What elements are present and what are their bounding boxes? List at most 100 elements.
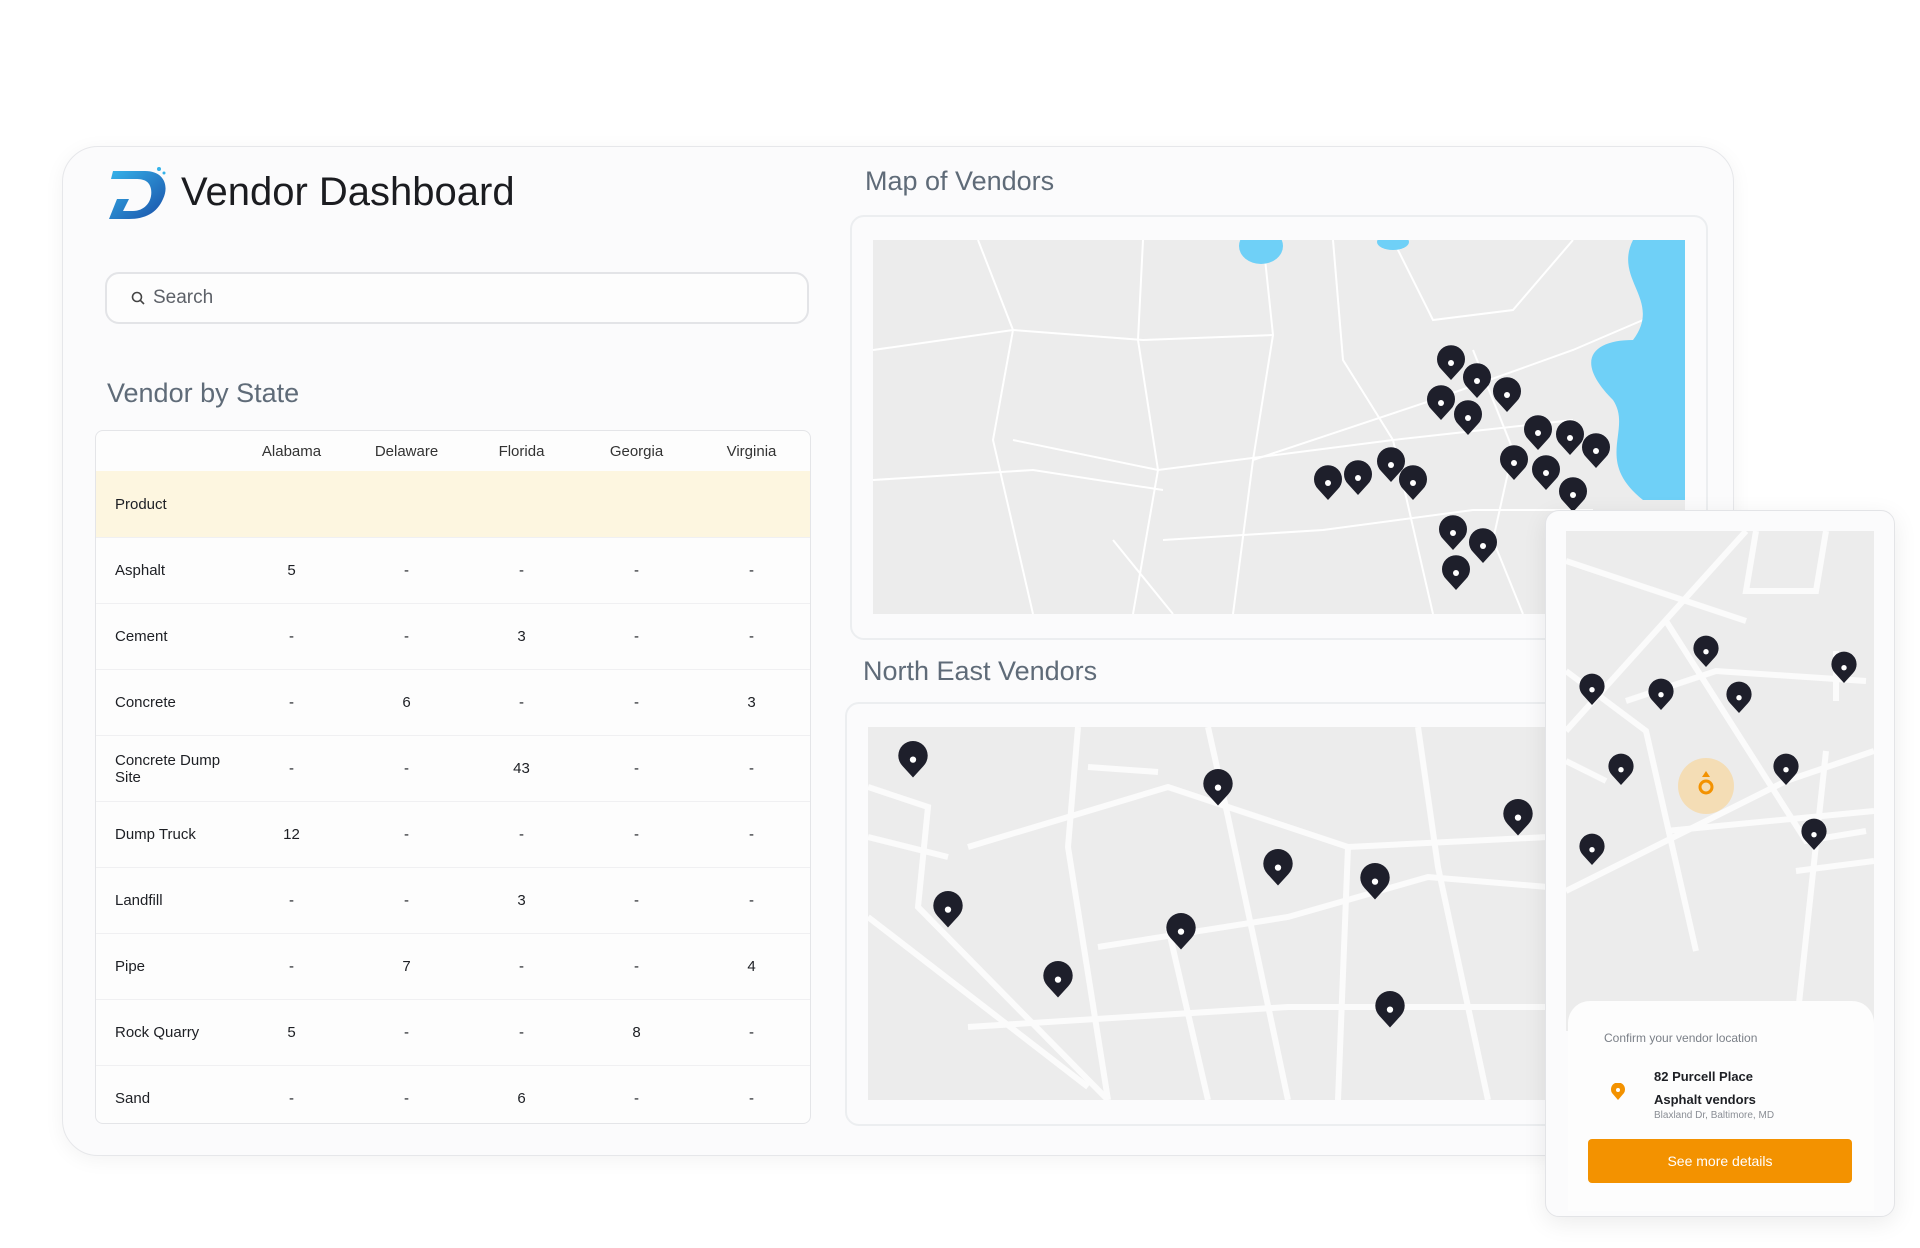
vendor-pin-icon[interactable] <box>1500 445 1528 480</box>
vendor-by-state-table: Alabama Delaware Florida Georgia Virgini… <box>95 430 811 1124</box>
product-label: Product <box>115 495 167 513</box>
vendor-count-cell: 12 <box>283 826 300 843</box>
vendor-pin-icon[interactable] <box>1831 651 1857 683</box>
vendor-count-cell: - <box>289 1090 294 1107</box>
vendor-pin-icon[interactable] <box>1454 400 1482 435</box>
column-header[interactable]: Georgia <box>609 442 664 460</box>
vendor-count-cell: - <box>404 1024 409 1041</box>
mobile-map-canvas <box>1566 531 1874 1031</box>
column-header[interactable]: Alabama <box>261 442 322 460</box>
vendor-count-cell: - <box>404 562 409 579</box>
vendor-count-cell: - <box>634 892 639 909</box>
table-row: Dump Truck 12 - - - - <box>96 802 810 868</box>
search-input[interactable] <box>153 287 398 309</box>
table-row: Sand - - 6 - - <box>96 1066 810 1123</box>
vendor-count-cell: - <box>634 1090 639 1107</box>
column-header[interactable]: Delaware <box>374 442 439 460</box>
vendor-count-cell: - <box>404 1090 409 1107</box>
vendor-pin-icon[interactable] <box>1559 477 1587 512</box>
table-row: Landfill - - 3 - - <box>96 868 810 934</box>
north-east-vendors-title: North East Vendors <box>863 656 1098 686</box>
vendor-pin-icon[interactable] <box>1344 460 1372 495</box>
vendor-pin-icon[interactable] <box>1493 377 1521 412</box>
vendor-count-cell: - <box>289 628 294 645</box>
vendor-pin-icon[interactable] <box>1532 455 1560 490</box>
vendor-pin-icon[interactable] <box>1360 862 1390 900</box>
vendor-pin-icon[interactable] <box>1166 912 1196 950</box>
vendor-count-cell: - <box>519 1024 524 1041</box>
table-header: Alabama Delaware Florida Georgia Virgini… <box>96 431 810 471</box>
vendor-pin-icon[interactable] <box>1203 768 1233 806</box>
vendor-count-cell: - <box>289 694 294 711</box>
vendor-count-cell: 4 <box>747 958 756 975</box>
vendor-count-cell: - <box>749 892 754 909</box>
vendor-count-cell: 8 <box>632 1024 641 1041</box>
current-location-icon <box>1698 779 1714 795</box>
vendor-pin-icon[interactable] <box>1263 848 1293 886</box>
vendor-count-cell: - <box>634 562 639 579</box>
table-row: Asphalt 5 - - - - <box>96 538 810 604</box>
vendor-count-cell: 6 <box>402 694 411 711</box>
vendor-pin-icon[interactable] <box>1375 990 1405 1028</box>
vendor-pin-icon[interactable] <box>1043 960 1073 998</box>
vendor-count-cell: 5 <box>287 562 296 579</box>
product-name: Rock Quarry <box>115 1024 200 1041</box>
product-header-row: Product <box>96 471 810 538</box>
vendor-pin-icon[interactable] <box>1437 345 1465 380</box>
vendor-pin-icon[interactable] <box>1579 833 1605 865</box>
vendor-pin-icon[interactable] <box>1648 678 1674 710</box>
vendor-count-cell: - <box>289 892 294 909</box>
product-name: Asphalt <box>115 562 166 579</box>
product-name: Sand <box>115 1090 151 1107</box>
vendor-count-cell: - <box>519 958 524 975</box>
vendor-pin-icon[interactable] <box>1726 681 1752 713</box>
north-east-map-canvas <box>868 727 1548 1100</box>
vendor-count-cell: 3 <box>517 892 526 909</box>
column-header[interactable]: Florida <box>498 442 545 460</box>
current-location-halo <box>1678 758 1734 814</box>
search-box[interactable] <box>105 272 809 324</box>
vendor-pin-icon[interactable] <box>1801 818 1827 850</box>
vendor-count-cell: 6 <box>517 1090 526 1107</box>
vendor-pin-icon[interactable] <box>1314 465 1342 500</box>
page-title: Vendor Dashboard <box>181 170 515 214</box>
see-more-details-button[interactable]: See more details <box>1588 1139 1852 1183</box>
column-header[interactable]: Virginia <box>726 442 777 460</box>
vendor-pin-icon[interactable] <box>1773 753 1799 785</box>
vendor-count-cell: - <box>749 562 754 579</box>
vendor-pin-icon[interactable] <box>1579 673 1605 705</box>
product-name: Pipe <box>115 958 146 975</box>
mobile-map[interactable] <box>1566 531 1874 1031</box>
table-row: Concrete - 6 - - 3 <box>96 670 810 736</box>
vendor-count-cell: - <box>749 760 754 777</box>
vendor-pin-icon[interactable] <box>1399 465 1427 500</box>
table-row: Rock Quarry 5 - - 8 - <box>96 1000 810 1066</box>
north-east-map[interactable] <box>868 727 1548 1100</box>
search-icon <box>131 291 145 305</box>
vendor-count-cell: - <box>749 1024 754 1041</box>
vendor-pin-icon[interactable] <box>933 890 963 928</box>
vendor-pin-icon[interactable] <box>1427 385 1455 420</box>
vendor-pin-icon[interactable] <box>1463 363 1491 398</box>
vendor-pin-icon[interactable] <box>1524 415 1552 450</box>
vendor-pin-icon[interactable] <box>898 740 928 778</box>
vendor-pin-icon[interactable] <box>1469 528 1497 563</box>
vendor-pin-icon[interactable] <box>1503 798 1533 836</box>
table-row: Cement - - 3 - - <box>96 604 810 670</box>
vendor-pin-icon[interactable] <box>1439 515 1467 550</box>
vendor-count-cell: - <box>404 628 409 645</box>
vendor-count-cell: - <box>404 826 409 843</box>
vendor-count-cell: - <box>634 760 639 777</box>
vendor-pin-icon[interactable] <box>1582 433 1610 468</box>
vendor-pin-icon[interactable] <box>1693 635 1719 667</box>
vendor-pin-icon[interactable] <box>1556 420 1584 455</box>
vendor-pin-icon[interactable] <box>1377 447 1405 482</box>
vendor-street: Blaxland Dr, Baltimore, MD <box>1654 1110 1775 1121</box>
vendor-count-cell: - <box>519 826 524 843</box>
vendor-pin-icon[interactable] <box>1442 555 1470 590</box>
vendor-count-cell: - <box>634 958 639 975</box>
map-of-vendors-title: Map of Vendors <box>865 166 1055 196</box>
vendor-pin-icon[interactable] <box>1608 753 1634 785</box>
vendor-count-cell: - <box>289 958 294 975</box>
table-row: Concrete Dump Site - - 43 - - <box>96 736 810 802</box>
